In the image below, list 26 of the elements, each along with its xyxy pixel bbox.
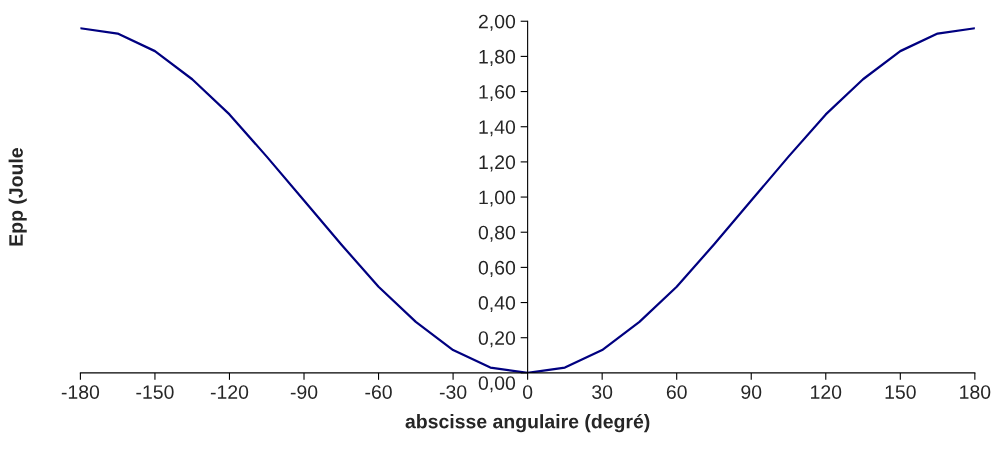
x-tick-label: -180 xyxy=(61,385,100,399)
y-tick-label: 1,80 xyxy=(479,49,516,66)
x-tick-label: 180 xyxy=(960,385,991,399)
x-axis-title: abscisse angulaire (degré) xyxy=(405,413,650,433)
y-tick-label: 1,00 xyxy=(479,190,516,207)
y-tick-label: 0,60 xyxy=(478,260,516,277)
x-tick-label: -30 xyxy=(439,385,467,399)
y-axis-title: Epp (Joule xyxy=(8,148,27,246)
y-tick-label: 1,20 xyxy=(479,155,516,172)
x-tick-label: 120 xyxy=(811,385,842,399)
x-tick-label: -150 xyxy=(136,385,174,399)
y-tick-label: 0,40 xyxy=(478,296,516,313)
y-tick-label: 0,20 xyxy=(478,331,516,348)
x-tick-label: -120 xyxy=(210,385,249,399)
x-tick-label: 90 xyxy=(741,385,762,399)
x-tick-label: 150 xyxy=(885,385,916,399)
y-tick-label: 0,80 xyxy=(478,225,516,242)
x-tick-label: -90 xyxy=(290,385,318,399)
y-tick-label: 0,00 xyxy=(478,376,516,393)
x-tick-label: 60 xyxy=(666,385,687,399)
y-tick-label: 2,00 xyxy=(478,14,516,31)
x-tick-label: 30 xyxy=(592,385,613,399)
x-tick-label: 0 xyxy=(522,385,533,399)
y-tick-label: 1,40 xyxy=(479,120,516,137)
x-tick-label: -60 xyxy=(365,385,392,399)
y-tick-label: 1,60 xyxy=(479,85,516,102)
